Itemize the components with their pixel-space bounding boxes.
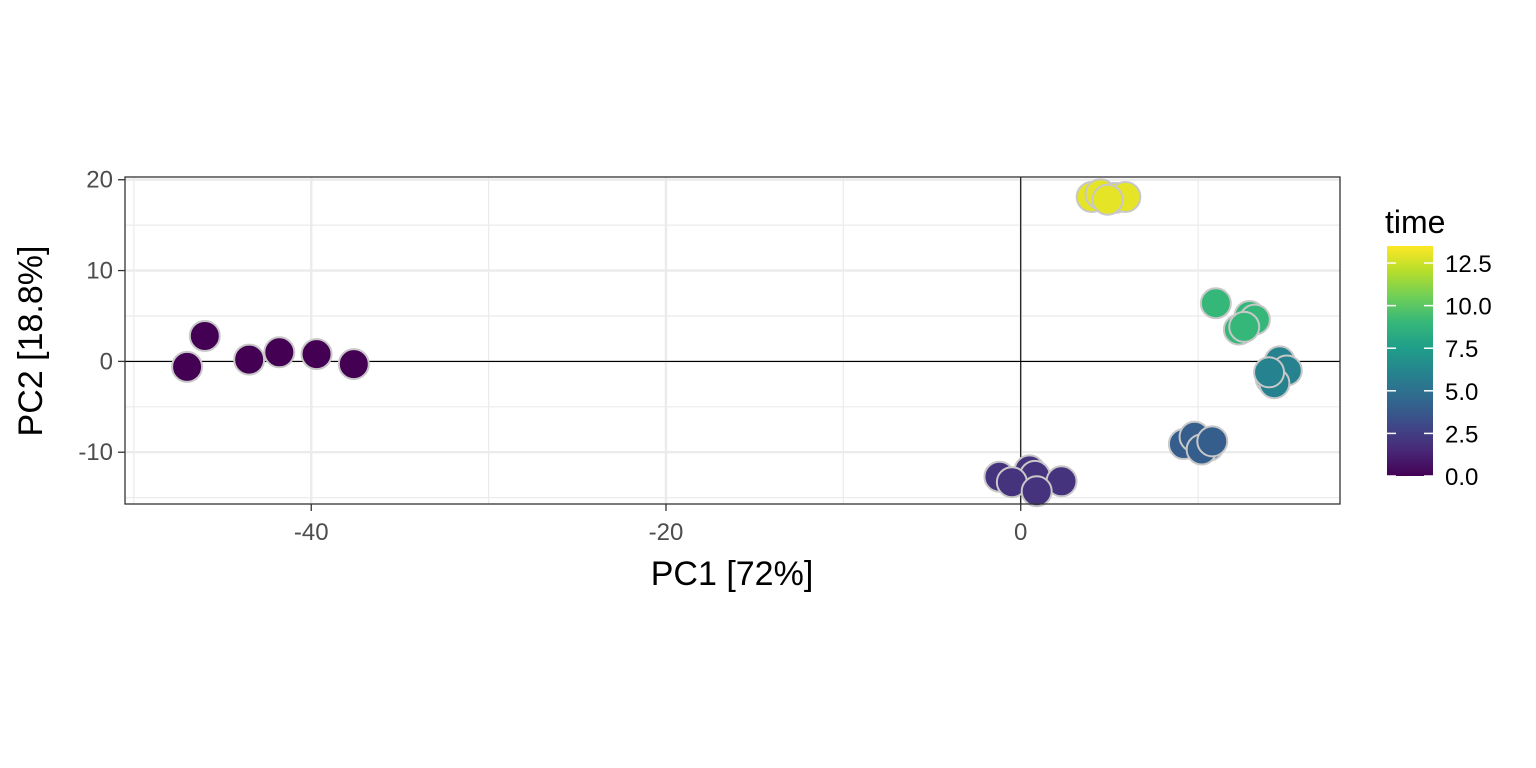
data-point [188, 319, 221, 352]
legend-tick-label: 5.0 [1445, 379, 1478, 406]
data-point [263, 336, 296, 369]
data-point [1020, 475, 1053, 508]
x-tick-label: 0 [1014, 519, 1027, 546]
data-point [337, 348, 370, 381]
data-point [1199, 287, 1232, 320]
legend-tick-label: 0.0 [1445, 464, 1478, 491]
y-tick-label: 0 [100, 348, 113, 375]
legend-tick-label: 10.0 [1445, 294, 1492, 321]
y-tick-label: -10 [78, 439, 113, 466]
legend-tick-label: 12.5 [1445, 251, 1492, 278]
data-point [1196, 425, 1229, 458]
x-tick-label: -20 [649, 519, 684, 546]
data-point [171, 350, 204, 383]
legend-title: time [1385, 204, 1445, 240]
data-point [233, 343, 266, 376]
x-axis-title: PC1 [72%] [651, 555, 814, 593]
data-points [171, 178, 1303, 508]
plot-background [125, 177, 1340, 504]
data-point [300, 338, 333, 371]
y-axis-title: PC2 [18.8%] [12, 246, 50, 437]
legend-ticks: 0.0 2.5 5.0 7.5 10.0 12.5 [1387, 251, 1492, 491]
data-point [1091, 183, 1124, 216]
legend-colorbar [1387, 246, 1433, 476]
legend-tick-label: 7.5 [1445, 336, 1478, 363]
color-legend: time 0.0 2.5 5.0 7.5 10.0 12.5 [1385, 204, 1492, 491]
x-tick-label: -40 [294, 519, 329, 546]
data-point [1253, 356, 1286, 389]
y-tick-label: 10 [86, 258, 113, 285]
plot-panel-border [124, 176, 1341, 505]
y-tick-label: 20 [86, 167, 113, 194]
axes: -40 -20 0 -10 0 10 20 [78, 167, 1027, 546]
data-point [1228, 310, 1261, 343]
legend-tick-label: 2.5 [1445, 421, 1478, 448]
